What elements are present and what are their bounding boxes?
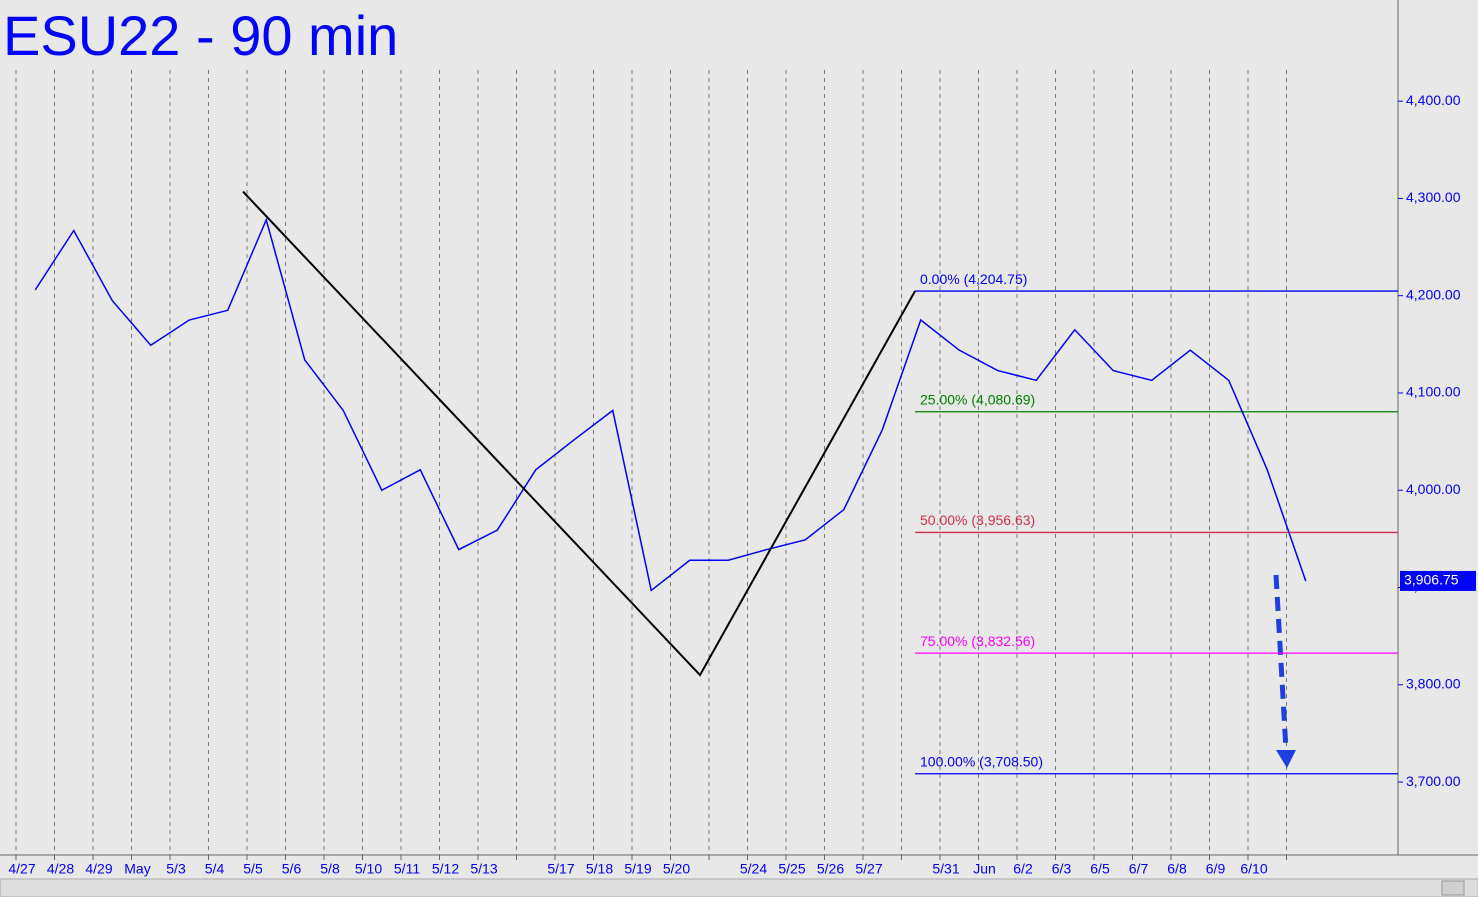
y-tick-label: 3,700.00 [1406, 773, 1461, 789]
last-price-box [1400, 570, 1476, 591]
fib-label: 25.00% (4,080.69) [920, 391, 1035, 407]
projection-arrow [1273, 574, 1289, 751]
x-tick-label: 5/20 [663, 861, 690, 877]
last-price-label: 3,906.75 [1404, 572, 1459, 588]
x-tick-label: 5/3 [166, 861, 186, 877]
y-tick-label: 4,300.00 [1406, 189, 1461, 205]
x-tick-label: 5/10 [355, 861, 382, 877]
x-tick-label: 5/13 [470, 861, 497, 877]
x-tick-label: 5/11 [394, 861, 420, 877]
x-tick-label: 6/7 [1129, 861, 1149, 877]
x-tick-label: 4/28 [47, 861, 74, 877]
fib-label: 75.00% (3,832.56) [920, 633, 1035, 649]
x-tick-label: 5/31 [932, 861, 959, 877]
x-tick-label: 4/29 [85, 861, 112, 877]
x-tick-label: 5/4 [205, 861, 225, 877]
x-tick-label: 5/8 [320, 861, 340, 877]
x-tick-label: 6/9 [1206, 861, 1226, 877]
y-tick-label: 4,400.00 [1406, 92, 1461, 108]
x-tick-label: 6/5 [1090, 861, 1110, 877]
x-tick-label: 5/5 [243, 861, 263, 877]
y-tick-label: 4,200.00 [1406, 286, 1461, 302]
scrollbar[interactable] [0, 878, 1478, 897]
x-tick-label: Jun [973, 861, 996, 877]
x-tick-label: 5/24 [740, 861, 767, 877]
scroll-thumb[interactable] [1441, 880, 1465, 896]
fib-label: 0.00% (4,204.75) [920, 271, 1027, 287]
y-tick-label: 3,800.00 [1406, 675, 1461, 691]
x-tick-label: 5/12 [432, 861, 459, 877]
arrow-head [1276, 750, 1296, 768]
x-tick-label: 6/10 [1240, 861, 1267, 877]
y-tick-label: 4,100.00 [1406, 384, 1461, 400]
x-tick-label: 5/6 [282, 861, 302, 877]
x-tick-label: 5/27 [855, 861, 882, 877]
x-tick-label: 5/18 [586, 861, 613, 877]
x-tick-label: 5/26 [817, 861, 844, 877]
x-tick-label: 5/17 [547, 861, 574, 877]
x-tick-label: 6/3 [1052, 861, 1072, 877]
x-tick-label: 6/2 [1013, 861, 1033, 877]
chart-title: ESU22 - 90 min [3, 4, 398, 67]
fib-label: 50.00% (3,956.63) [920, 512, 1035, 528]
x-tick-label: 4/27 [8, 861, 35, 877]
zigzag [242, 190, 916, 677]
y-tick-label: 4,000.00 [1406, 481, 1461, 497]
x-tick-label: 5/25 [778, 861, 805, 877]
fib-label: 100.00% (3,708.50) [920, 753, 1043, 769]
x-tick-label: May [124, 861, 150, 877]
price-line [34, 217, 1307, 592]
x-tick-label: 6/8 [1167, 861, 1187, 877]
x-tick-label: 5/19 [624, 861, 651, 877]
